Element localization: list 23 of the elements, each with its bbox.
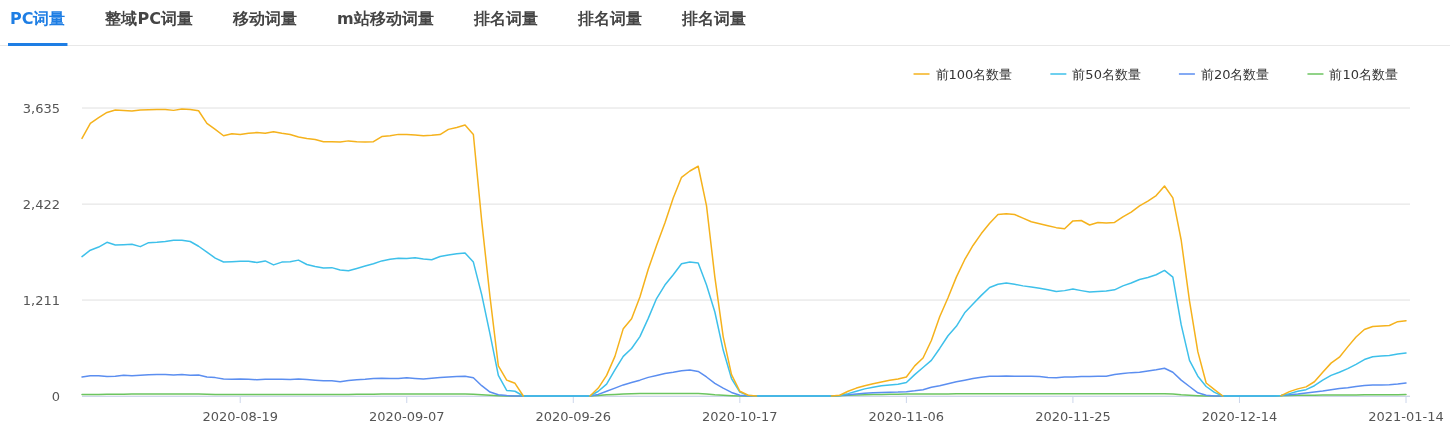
- text: 整域PC词量: [104, 9, 193, 28]
- x-tick-label: 2021-01-14: [1368, 409, 1444, 424]
- x-tick-label: 2020-09-26: [535, 409, 612, 424]
- legend-label: 前100名数量: [935, 67, 1013, 82]
- legend-label: 前50名数量: [1072, 67, 1141, 82]
- text: m站移动词量: [336, 9, 434, 28]
- x-tick-label: 2020-10-17: [702, 409, 778, 424]
- x-tick-label: 2020-09-07: [368, 409, 445, 424]
- legend-label: 前20名数量: [1200, 67, 1270, 82]
- y-tick-label: 3,635: [22, 101, 60, 116]
- text: 排名词量: [472, 9, 538, 28]
- y-tick-label: 1,211: [22, 293, 60, 309]
- x-tick-label: 2020-11-06: [868, 409, 945, 424]
- x-tick-label: 2020-08-19: [202, 409, 278, 424]
- y-tick-label: 0: [51, 389, 60, 404]
- text: 排名词量: [576, 9, 642, 28]
- y-tick-label: 2,422: [22, 197, 60, 213]
- x-tick-label: 2020-12-14: [1201, 409, 1278, 424]
- text: PC词量: [10, 9, 66, 28]
- text: 排名词量: [680, 9, 746, 28]
- x-tick-label: 2020-11-25: [1035, 409, 1111, 424]
- legend-label: 前10名数量: [1329, 67, 1398, 82]
- text: 移动词量: [231, 9, 297, 28]
